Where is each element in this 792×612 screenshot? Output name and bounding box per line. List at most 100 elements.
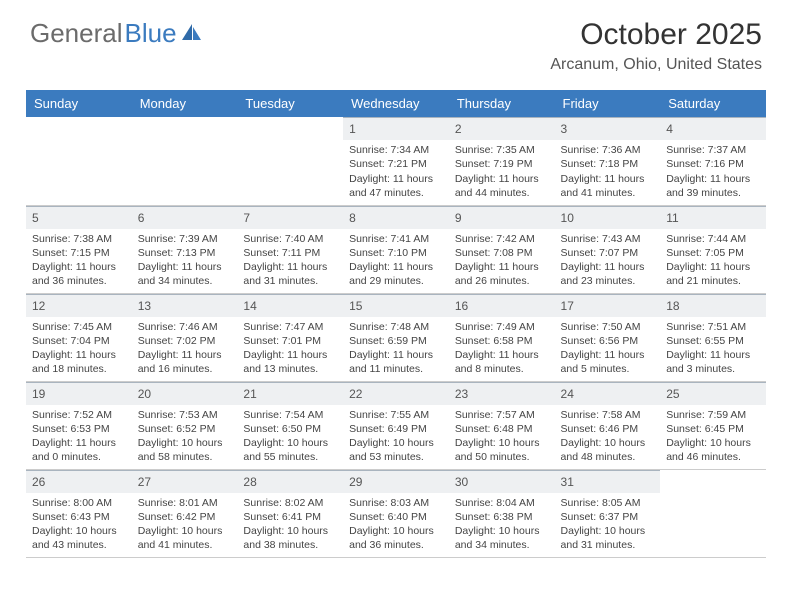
day-details: Sunrise: 7:35 AMSunset: 7:19 PMDaylight:… [449, 140, 555, 204]
day-number: 31 [555, 470, 661, 493]
day-number: 4 [660, 117, 766, 140]
calendar-table: Sunday Monday Tuesday Wednesday Thursday… [26, 90, 766, 558]
location: Arcanum, Ohio, United States [550, 56, 762, 74]
calendar-day-cell: 25Sunrise: 7:59 AMSunset: 6:45 PMDayligh… [660, 381, 766, 469]
calendar-day-cell: 21Sunrise: 7:54 AMSunset: 6:50 PMDayligh… [237, 381, 343, 469]
weekday-header: Wednesday [343, 90, 449, 117]
day-number: 5 [26, 206, 132, 229]
day-number: 18 [660, 294, 766, 317]
logo-text-general: General [30, 18, 123, 49]
month-title: October 2025 [550, 18, 762, 52]
calendar-day-cell: 9Sunrise: 7:42 AMSunset: 7:08 PMDaylight… [449, 205, 555, 293]
day-details: Sunrise: 7:36 AMSunset: 7:18 PMDaylight:… [555, 140, 661, 204]
calendar-day-cell: 11Sunrise: 7:44 AMSunset: 7:05 PMDayligh… [660, 205, 766, 293]
header: GeneralBlue October 2025 Arcanum, Ohio, … [0, 0, 792, 82]
day-details: Sunrise: 7:41 AMSunset: 7:10 PMDaylight:… [343, 229, 449, 293]
calendar-week-row: 26Sunrise: 8:00 AMSunset: 6:43 PMDayligh… [26, 469, 766, 557]
day-number: 26 [26, 470, 132, 493]
day-details: Sunrise: 8:04 AMSunset: 6:38 PMDaylight:… [449, 493, 555, 557]
weekday-header: Friday [555, 90, 661, 117]
calendar-day-cell [26, 117, 132, 205]
calendar-day-cell: 1Sunrise: 7:34 AMSunset: 7:21 PMDaylight… [343, 117, 449, 205]
day-details: Sunrise: 7:50 AMSunset: 6:56 PMDaylight:… [555, 317, 661, 381]
calendar-day-cell: 20Sunrise: 7:53 AMSunset: 6:52 PMDayligh… [132, 381, 238, 469]
calendar-day-cell: 29Sunrise: 8:03 AMSunset: 6:40 PMDayligh… [343, 469, 449, 557]
calendar-day-cell: 8Sunrise: 7:41 AMSunset: 7:10 PMDaylight… [343, 205, 449, 293]
calendar-day-cell: 31Sunrise: 8:05 AMSunset: 6:37 PMDayligh… [555, 469, 661, 557]
weekday-header: Tuesday [237, 90, 343, 117]
day-details: Sunrise: 7:49 AMSunset: 6:58 PMDaylight:… [449, 317, 555, 381]
day-details: Sunrise: 7:57 AMSunset: 6:48 PMDaylight:… [449, 405, 555, 469]
calendar-day-cell [660, 469, 766, 557]
day-number: 3 [555, 117, 661, 140]
day-number: 13 [132, 294, 238, 317]
day-number: 2 [449, 117, 555, 140]
calendar-day-cell [237, 117, 343, 205]
calendar-day-cell: 26Sunrise: 8:00 AMSunset: 6:43 PMDayligh… [26, 469, 132, 557]
day-number: 28 [237, 470, 343, 493]
day-number: 6 [132, 206, 238, 229]
day-details: Sunrise: 8:05 AMSunset: 6:37 PMDaylight:… [555, 493, 661, 557]
weekday-header: Saturday [660, 90, 766, 117]
day-details: Sunrise: 7:53 AMSunset: 6:52 PMDaylight:… [132, 405, 238, 469]
logo-text-blue: Blue [125, 18, 177, 49]
day-number: 7 [237, 206, 343, 229]
day-number: 9 [449, 206, 555, 229]
calendar-day-cell: 14Sunrise: 7:47 AMSunset: 7:01 PMDayligh… [237, 293, 343, 381]
day-number: 30 [449, 470, 555, 493]
day-number: 29 [343, 470, 449, 493]
day-details: Sunrise: 7:38 AMSunset: 7:15 PMDaylight:… [26, 229, 132, 293]
calendar-day-cell: 17Sunrise: 7:50 AMSunset: 6:56 PMDayligh… [555, 293, 661, 381]
calendar-body: 1Sunrise: 7:34 AMSunset: 7:21 PMDaylight… [26, 117, 766, 557]
day-number: 10 [555, 206, 661, 229]
title-block: October 2025 Arcanum, Ohio, United State… [550, 18, 762, 74]
calendar-day-cell: 18Sunrise: 7:51 AMSunset: 6:55 PMDayligh… [660, 293, 766, 381]
calendar-day-cell: 10Sunrise: 7:43 AMSunset: 7:07 PMDayligh… [555, 205, 661, 293]
day-number: 16 [449, 294, 555, 317]
calendar-day-cell: 16Sunrise: 7:49 AMSunset: 6:58 PMDayligh… [449, 293, 555, 381]
day-details: Sunrise: 8:03 AMSunset: 6:40 PMDaylight:… [343, 493, 449, 557]
day-number: 8 [343, 206, 449, 229]
day-details: Sunrise: 7:46 AMSunset: 7:02 PMDaylight:… [132, 317, 238, 381]
day-details: Sunrise: 7:52 AMSunset: 6:53 PMDaylight:… [26, 405, 132, 469]
calendar-day-cell: 3Sunrise: 7:36 AMSunset: 7:18 PMDaylight… [555, 117, 661, 205]
day-number: 24 [555, 382, 661, 405]
day-details: Sunrise: 7:43 AMSunset: 7:07 PMDaylight:… [555, 229, 661, 293]
day-details: Sunrise: 7:40 AMSunset: 7:11 PMDaylight:… [237, 229, 343, 293]
weekday-header: Monday [132, 90, 238, 117]
day-details: Sunrise: 7:58 AMSunset: 6:46 PMDaylight:… [555, 405, 661, 469]
calendar-day-cell [132, 117, 238, 205]
day-details: Sunrise: 8:01 AMSunset: 6:42 PMDaylight:… [132, 493, 238, 557]
calendar-day-cell: 30Sunrise: 8:04 AMSunset: 6:38 PMDayligh… [449, 469, 555, 557]
day-number: 22 [343, 382, 449, 405]
day-details: Sunrise: 8:02 AMSunset: 6:41 PMDaylight:… [237, 493, 343, 557]
day-details: Sunrise: 7:48 AMSunset: 6:59 PMDaylight:… [343, 317, 449, 381]
day-number: 25 [660, 382, 766, 405]
logo-sail-icon [181, 18, 203, 49]
day-details: Sunrise: 7:54 AMSunset: 6:50 PMDaylight:… [237, 405, 343, 469]
day-details: Sunrise: 7:59 AMSunset: 6:45 PMDaylight:… [660, 405, 766, 469]
day-details: Sunrise: 7:42 AMSunset: 7:08 PMDaylight:… [449, 229, 555, 293]
calendar-day-cell: 4Sunrise: 7:37 AMSunset: 7:16 PMDaylight… [660, 117, 766, 205]
day-details: Sunrise: 7:37 AMSunset: 7:16 PMDaylight:… [660, 140, 766, 204]
day-number: 19 [26, 382, 132, 405]
weekday-header: Thursday [449, 90, 555, 117]
day-number: 14 [237, 294, 343, 317]
day-number: 17 [555, 294, 661, 317]
day-details: Sunrise: 8:00 AMSunset: 6:43 PMDaylight:… [26, 493, 132, 557]
calendar-day-cell: 28Sunrise: 8:02 AMSunset: 6:41 PMDayligh… [237, 469, 343, 557]
day-number: 20 [132, 382, 238, 405]
calendar-day-cell: 22Sunrise: 7:55 AMSunset: 6:49 PMDayligh… [343, 381, 449, 469]
calendar-day-cell: 15Sunrise: 7:48 AMSunset: 6:59 PMDayligh… [343, 293, 449, 381]
calendar-day-cell: 2Sunrise: 7:35 AMSunset: 7:19 PMDaylight… [449, 117, 555, 205]
day-details: Sunrise: 7:39 AMSunset: 7:13 PMDaylight:… [132, 229, 238, 293]
day-number: 1 [343, 117, 449, 140]
calendar-day-cell: 13Sunrise: 7:46 AMSunset: 7:02 PMDayligh… [132, 293, 238, 381]
calendar-week-row: 12Sunrise: 7:45 AMSunset: 7:04 PMDayligh… [26, 293, 766, 381]
calendar-day-cell: 12Sunrise: 7:45 AMSunset: 7:04 PMDayligh… [26, 293, 132, 381]
day-number: 12 [26, 294, 132, 317]
day-number: 15 [343, 294, 449, 317]
calendar-day-cell: 27Sunrise: 8:01 AMSunset: 6:42 PMDayligh… [132, 469, 238, 557]
calendar-day-cell: 24Sunrise: 7:58 AMSunset: 6:46 PMDayligh… [555, 381, 661, 469]
calendar-week-row: 1Sunrise: 7:34 AMSunset: 7:21 PMDaylight… [26, 117, 766, 205]
